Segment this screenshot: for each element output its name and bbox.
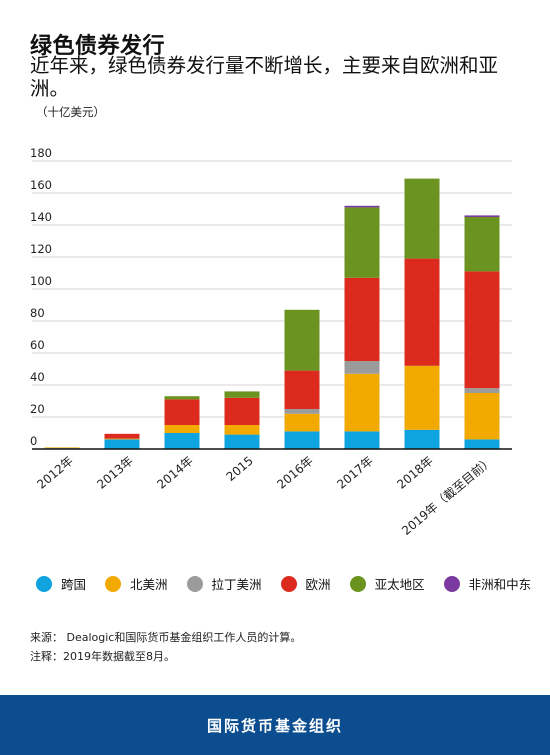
source-note: 来源： Dealogic和国际货币基金组织工作人员的计算。: [30, 631, 302, 644]
y-tick-label: 100: [30, 274, 52, 288]
legend-label: 拉丁美洲: [211, 577, 262, 592]
bar-segment-1: [224, 425, 260, 435]
bar-segment-5: [464, 215, 500, 217]
bar-segment-2: [464, 388, 500, 393]
legend-item: 欧洲: [280, 574, 331, 593]
bar-segment-2: [284, 409, 320, 414]
bar-segment-1: [104, 438, 140, 440]
legend-item: 非洲和中东: [443, 574, 532, 593]
bar-segment-0: [404, 429, 440, 449]
x-tick-label: 2016年: [274, 454, 316, 492]
bar-segment-4: [284, 309, 320, 371]
y-tick-label: 60: [30, 338, 45, 352]
bar-segment-0: [164, 433, 200, 449]
legend-swatch: [443, 575, 460, 592]
x-tick-label: 2012年: [34, 454, 76, 492]
bar-segment-3: [404, 258, 440, 366]
footer-banner: 国际货币基金组织: [0, 695, 550, 755]
x-tick-label: 2014年: [154, 454, 196, 492]
bar-segment-5: [344, 205, 380, 208]
bar-segment-4: [344, 207, 380, 278]
chart-subtitle: 近年来，绿色债券发行量不断增长，主要来自欧洲和亚洲。: [30, 54, 499, 100]
legend-item: 跨国: [36, 574, 86, 593]
y-tick-label: 80: [30, 306, 45, 320]
legend: 跨国 北美洲 拉丁美洲 欧洲 亚太地区 非洲和中东: [36, 574, 536, 593]
y-tick-label: 180: [30, 146, 52, 160]
y-tick-label: 20: [30, 402, 45, 416]
chart-title: 绿色债券发行: [30, 34, 166, 59]
bar-segment-4: [224, 391, 260, 398]
legend-item: 亚太地区: [349, 574, 425, 593]
footnote: 注释：2019年数据截至8月。: [30, 650, 175, 663]
bar-segment-3: [284, 370, 320, 409]
bar-segment-3: [344, 277, 380, 361]
y-tick-label: 40: [30, 370, 45, 384]
bar-segment-2: [344, 361, 380, 374]
bar-segment-3: [104, 433, 140, 439]
bar-segment-1: [404, 365, 440, 430]
bar-segment-1: [344, 373, 380, 432]
legend-swatch: [105, 575, 122, 592]
legend-swatch: [349, 575, 366, 592]
y-tick-label: 0: [30, 434, 37, 448]
x-tick-label: 2018年: [394, 454, 436, 492]
notes: 来源： Dealogic和国际货币基金组织工作人员的计算。 注释：2019年数据…: [30, 628, 301, 666]
y-tick-label: 160: [30, 178, 52, 192]
x-tick-label: 2017年: [334, 454, 376, 492]
legend-label: 欧洲: [305, 577, 331, 592]
bar-segment-1: [44, 447, 80, 449]
bar-segment-0: [464, 439, 500, 449]
footer-org-name: 国际货币基金组织: [206, 716, 343, 735]
bar-segment-0: [104, 439, 140, 449]
bar-segment-3: [464, 271, 500, 389]
bar-segment-1: [284, 413, 320, 432]
bar-segment-1: [464, 393, 500, 440]
legend-label: 非洲和中东: [468, 577, 532, 592]
legend-label: 跨国: [61, 577, 87, 592]
legend-swatch: [186, 575, 203, 592]
bar-segment-4: [464, 217, 500, 272]
bar-segment-0: [344, 431, 380, 449]
legend-swatch: [280, 575, 297, 592]
legend-item: 北美洲: [105, 574, 168, 593]
legend-swatch: [36, 575, 52, 592]
bar-segment-0: [284, 431, 320, 449]
bar-segment-3: [164, 399, 200, 425]
bar-segment-1: [164, 425, 200, 433]
bar-segment-4: [404, 178, 440, 259]
legend-label: 北美洲: [130, 577, 168, 592]
y-tick-label: 140: [30, 210, 52, 224]
bar-segment-4: [164, 396, 200, 400]
x-tick-label: 2015: [224, 454, 256, 484]
x-tick-label: 2013年: [94, 454, 136, 492]
bar-segment-3: [224, 397, 260, 425]
bar-segment-0: [224, 434, 260, 449]
unit-label: （十亿美元）: [36, 105, 105, 119]
stacked-bar-chart: 0 20 40 60 80 100 120 140 160 180 2012年 2013年 2014年 2…: [30, 146, 512, 538]
y-tick-label: 120: [30, 242, 52, 256]
legend-label: 亚太地区: [374, 577, 425, 592]
legend-item: 拉丁美洲: [186, 574, 262, 593]
